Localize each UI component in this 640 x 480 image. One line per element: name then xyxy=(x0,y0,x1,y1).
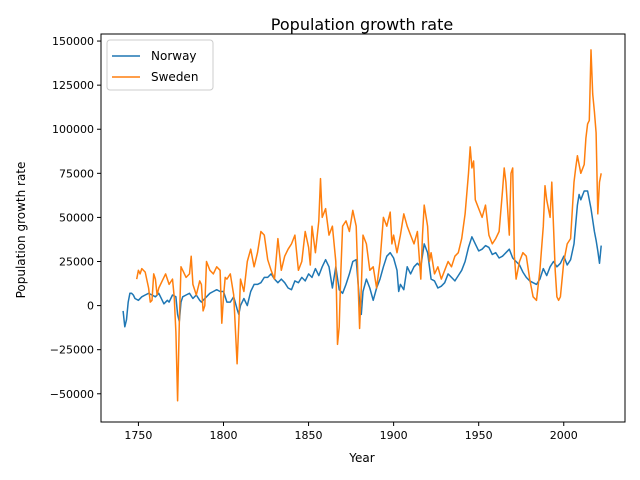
x-tick-label: 2000 xyxy=(550,429,578,442)
y-tick-label: 125000 xyxy=(52,79,94,92)
series-line-sweden xyxy=(135,49,602,402)
plot-lines xyxy=(122,49,602,402)
y-tick-label: 75000 xyxy=(59,167,94,180)
x-tick-label: 1800 xyxy=(209,429,237,442)
x-tick-label: 1900 xyxy=(380,429,408,442)
y-tick-label: 25000 xyxy=(59,256,94,269)
y-tick-label: −50000 xyxy=(50,388,94,401)
x-axis-label: Year xyxy=(348,451,374,465)
y-tick-label: 0 xyxy=(87,300,94,313)
legend: Norway Sweden xyxy=(106,39,214,91)
chart-title: Population growth rate xyxy=(271,15,453,34)
legend-label-norway: Norway xyxy=(151,49,197,63)
y-tick-label: −25000 xyxy=(50,344,94,357)
y-tick-label: 150000 xyxy=(52,35,94,48)
y-tick-label: 100000 xyxy=(52,123,94,136)
x-tick-label: 1950 xyxy=(465,429,493,442)
y-axis: −50000 −25000 0 25000 50000 75000 100000 125000… xyxy=(50,35,101,401)
y-tick-label: 50000 xyxy=(59,211,94,224)
legend-label-sweden: Sweden xyxy=(151,70,198,84)
y-axis-label: Population growth rate xyxy=(14,162,28,299)
series-line-norway xyxy=(122,190,602,328)
x-tick-label: 1750 xyxy=(124,429,152,442)
x-axis: 1750 1800 1850 1900 1950 2000 xyxy=(124,422,578,442)
plot-frame xyxy=(100,33,626,423)
x-tick-label: 1850 xyxy=(295,429,323,442)
